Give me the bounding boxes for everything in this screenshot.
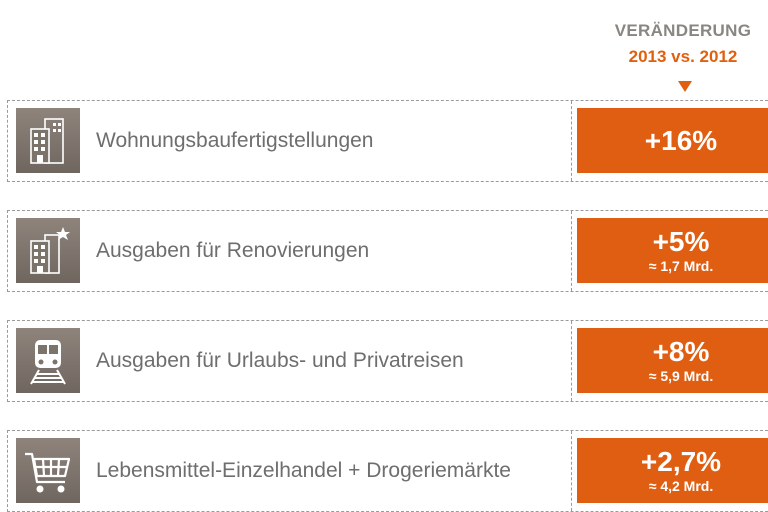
change-percent: +16% [644,124,718,156]
row-label: Wohnungsbaufertigstellungen [96,129,374,152]
change-value-box: +2,7% ≈ 4,2 Mrd. [577,438,768,503]
divider [571,101,572,181]
arrow-down-icon [678,81,692,92]
list-item-food-retail: Lebensmittel-Einzelhandel + Drogeriemärk… [7,430,768,512]
change-amount: ≈ 1,7 Mrd. [648,257,714,274]
divider [571,211,572,291]
train-icon [16,328,80,393]
header-period: 2013 vs. 2012 [628,47,738,66]
row-label: Lebensmittel-Einzelhandel + Drogeriemärk… [96,459,511,482]
change-amount: ≈ 4,2 Mrd. [648,477,714,494]
change-value-box: +16% [577,108,768,173]
divider [571,321,572,401]
list-item-renovation-spending: Ausgaben für Renovierungen +5% ≈ 1,7 Mrd… [7,210,768,292]
list-item-travel-spending: Ausgaben für Urlaubs- und Privatreisen +… [7,320,768,402]
change-value-box: +5% ≈ 1,7 Mrd. [577,218,768,283]
list-item-housing-completions: Wohnungsbaufertigstellungen +16% [7,100,768,182]
change-percent: +5% [652,225,710,257]
header-title: VERÄNDERUNG [614,21,752,40]
shopping-cart-icon [16,438,80,503]
apartment-building-icon [16,108,80,173]
change-percent: +2,7% [640,445,722,477]
column-header: VERÄNDERUNG 2013 vs. 2012 [560,18,768,70]
change-percent: +8% [652,335,710,367]
change-value-box: +8% ≈ 5,9 Mrd. [577,328,768,393]
divider [571,431,572,511]
row-label: Ausgaben für Renovierungen [96,239,370,262]
change-amount: ≈ 5,9 Mrd. [648,367,714,384]
building-renovation-icon [16,218,80,283]
row-label: Ausgaben für Urlaubs- und Privatreisen [96,349,464,372]
